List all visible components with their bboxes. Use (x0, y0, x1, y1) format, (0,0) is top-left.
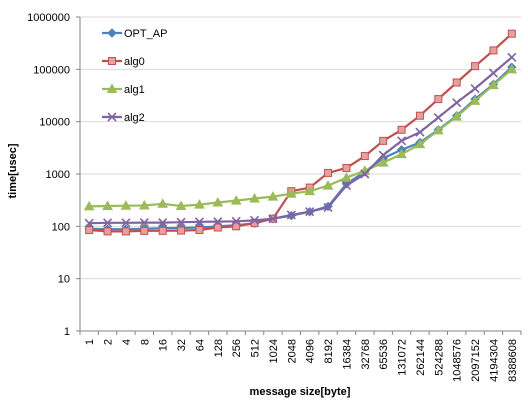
cross-marker (489, 69, 497, 77)
legend-item: OPT_AP (102, 28, 167, 40)
diamond-marker (108, 29, 116, 37)
series-line (89, 34, 512, 232)
gridlines (80, 17, 521, 279)
y-tick-label: 10 (58, 274, 70, 286)
legend-label: alg2 (124, 112, 145, 124)
x-tick-label: 2048 (286, 339, 298, 363)
y-tick-labels: 1 10 100 1000 10000 100000 1000000 (27, 12, 70, 338)
x-tick-label: 512 (250, 339, 262, 357)
legend: OPT_AP alg0 alg1 alg2 (102, 28, 167, 124)
legend-item: alg1 (102, 84, 145, 96)
y-axis-title: time[usec] (7, 143, 19, 198)
square-marker (178, 227, 185, 234)
square-marker (343, 165, 350, 172)
square-marker (86, 227, 93, 234)
legend-label: alg1 (124, 84, 145, 96)
x-tick-label: 131072 (397, 339, 409, 376)
cross-marker (398, 137, 406, 145)
square-marker (104, 228, 111, 235)
x-tick-label: 1024 (268, 339, 280, 363)
y-tick-label: 100000 (33, 64, 70, 76)
x-tick-label: 2 (103, 339, 115, 345)
x-tick-label: 16384 (341, 339, 353, 370)
square-marker (435, 96, 442, 103)
x-tick-label: 128 (213, 339, 225, 357)
square-marker (380, 137, 387, 144)
square-marker (490, 47, 497, 54)
x-tick-label: 1048576 (452, 339, 464, 382)
square-marker (416, 112, 423, 119)
legend-item: alg2 (102, 112, 145, 124)
x-tick-label: 524288 (433, 339, 445, 376)
square-marker (453, 79, 460, 86)
legend-label: alg0 (124, 56, 145, 68)
x-tick-label: 64 (194, 339, 206, 351)
series-line (89, 57, 512, 223)
x-tick-label: 8388608 (507, 339, 519, 382)
square-marker (361, 153, 368, 160)
x-tick-label: 2097152 (470, 339, 482, 382)
x-axis-title: message size[byte] (250, 386, 351, 398)
square-marker (196, 227, 203, 234)
square-marker (508, 30, 515, 37)
square-marker (472, 63, 479, 70)
x-tick-label: 4 (121, 339, 133, 345)
legend-item: alg0 (102, 56, 145, 68)
square-marker (122, 228, 129, 235)
x-tick-label: 4096 (305, 339, 317, 363)
cross-marker (453, 99, 461, 107)
x-tick-label: 32768 (360, 339, 372, 370)
x-tick-label: 8 (139, 339, 151, 345)
x-tick-label: 4194304 (488, 339, 500, 382)
legend-label: OPT_AP (124, 28, 167, 40)
series-alg2 (85, 53, 516, 227)
y-tick-label: 1000000 (27, 12, 70, 24)
y-tick-label: 10000 (39, 117, 70, 129)
y-tick-label: 1 (64, 326, 70, 338)
series-lines (85, 30, 517, 235)
y-tick-label: 1000 (46, 169, 70, 181)
cross-marker (508, 53, 516, 61)
x-tick-label: 8192 (323, 339, 335, 363)
square-marker (325, 169, 332, 176)
x-tick-label: 1 (84, 339, 96, 345)
cross-marker (434, 114, 442, 122)
x-tick-label: 65536 (378, 339, 390, 370)
x-tick-label: 262144 (415, 339, 427, 376)
x-tick-labels: 1 2 4 8 16 32 64 128 256 512 1024 2048 4096 8192 16384… (84, 339, 519, 382)
cross-marker (416, 128, 424, 136)
square-marker (141, 227, 148, 234)
x-tick-label: 256 (231, 339, 243, 357)
y-tick-label: 100 (52, 221, 70, 233)
cross-marker (471, 85, 479, 93)
square-marker (159, 227, 166, 234)
x-tick-label: 16 (158, 339, 170, 351)
square-marker (109, 58, 116, 65)
square-marker (398, 126, 405, 133)
x-tick-label: 32 (176, 339, 188, 351)
